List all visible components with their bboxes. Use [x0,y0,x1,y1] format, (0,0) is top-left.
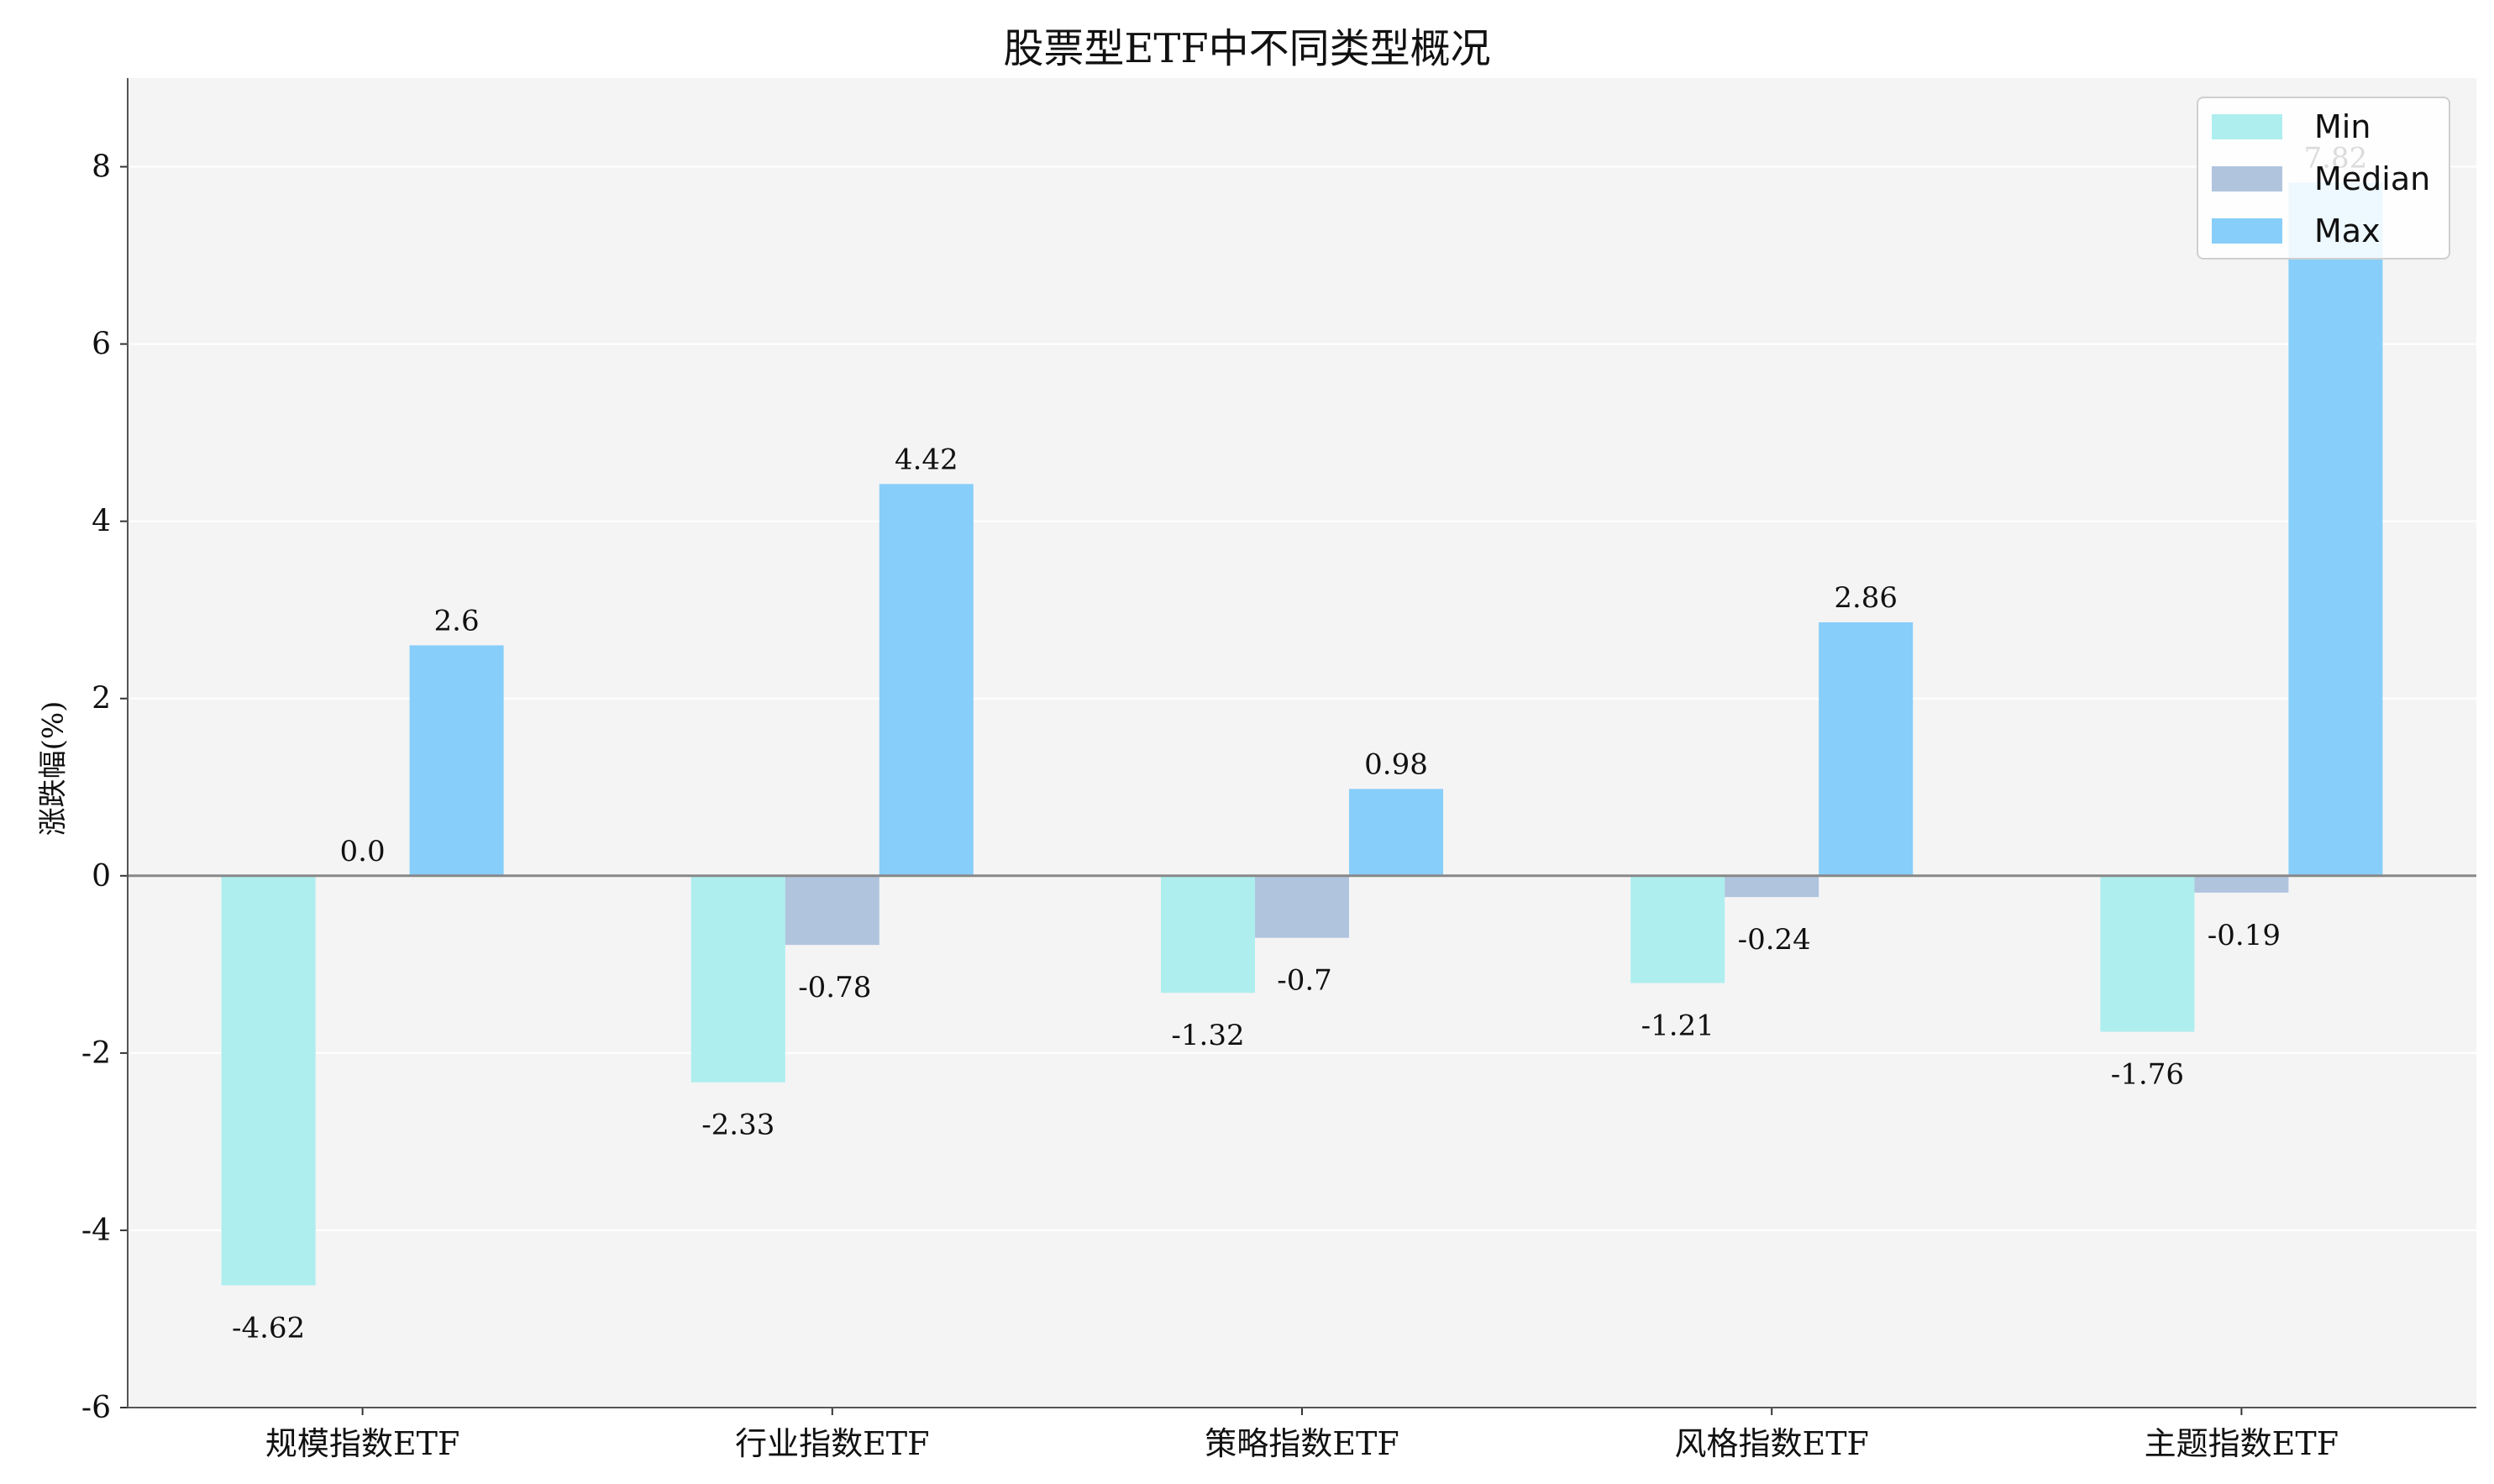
data-label: -1.32 [1171,1019,1244,1052]
y-tick-label: 6 [92,328,111,362]
data-label: 4.42 [895,443,958,476]
data-label: 2.86 [1834,581,1898,615]
data-label: 0.98 [1364,747,1428,781]
bar-min [221,875,316,1286]
y-tick-label: 8 [92,150,111,185]
data-label: -2.33 [701,1109,774,1142]
bar-max [879,484,974,876]
data-label: -1.76 [2111,1058,2184,1092]
y-tick-label: 4 [92,505,111,539]
y-tick-label: -6 [81,1391,111,1425]
legend-item-max: Max [2212,212,2381,249]
plot-area [128,78,2476,1408]
bar-max [2288,182,2383,876]
x-tick-label: 风格指数ETF [1674,1425,1868,1462]
bar-max [1819,621,1914,876]
data-label: -0.24 [1738,923,1811,957]
x-tick-label: 行业指数ETF [735,1425,929,1462]
bar-min [1161,875,1255,994]
y-tick-label: 2 [92,682,111,716]
chart-title: 股票型ETF中不同类型概况 [1003,25,1491,72]
legend-swatch-max [2212,218,2282,244]
y-axis-label: 涨跌幅(%) [36,700,71,836]
data-label: 2.6 [434,604,480,637]
data-label: -0.19 [2208,919,2281,952]
legend-item-median: Median [2212,160,2431,197]
bar-max [409,645,504,876]
legend-swatch-median [2212,166,2282,191]
data-label: -0.78 [798,971,871,1004]
legend-label-max: Max [2314,212,2381,249]
data-label: -1.21 [1641,1009,1714,1042]
bar-max [1349,789,1443,876]
legend-item-min: Min [2212,108,2371,145]
data-label: -0.7 [1277,964,1332,998]
y-tick-label: -2 [81,1036,111,1071]
y-tick-label: 0 [92,859,111,894]
legend-label-min: Min [2314,108,2371,145]
legend: Min Median Max [2197,97,2450,260]
bar-min [1630,875,1725,983]
bar-min [690,875,785,1083]
legend-label-median: Median [2314,160,2431,197]
bar-median [1725,875,1819,898]
bar-min [2100,875,2195,1032]
data-label: 0.0 [340,835,386,868]
legend-swatch-min [2212,114,2282,139]
y-tick-label: -4 [81,1214,111,1248]
bar-median [785,875,879,946]
x-tick-label: 策略指数ETF [1205,1425,1399,1462]
bar-median [2194,875,2289,893]
x-tick-label: 主题指数ETF [2145,1425,2339,1462]
bar-median [1255,875,1349,938]
x-tick-label: 规模指数ETF [265,1425,459,1462]
data-label: -4.62 [232,1311,305,1345]
